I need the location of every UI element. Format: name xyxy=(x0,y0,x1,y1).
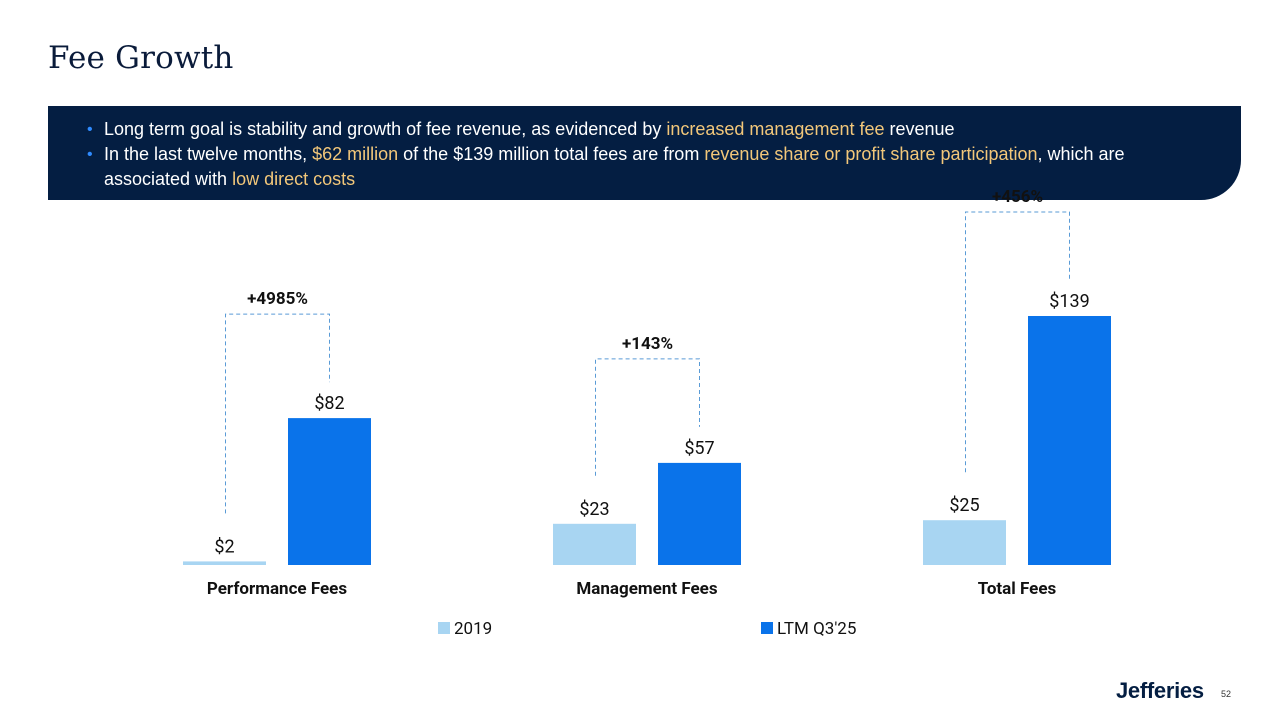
data-label: $2 xyxy=(214,536,234,557)
data-label: $23 xyxy=(579,499,609,520)
jefferies-logo: Jefferies xyxy=(1116,678,1204,703)
bar-2019-1 xyxy=(183,561,266,565)
category-label: Total Fees xyxy=(978,579,1057,599)
data-label: $139 xyxy=(1049,291,1089,312)
data-label: $57 xyxy=(684,438,714,459)
bar-ltm-1 xyxy=(288,418,371,565)
bullet-1-highlight: increased management fee xyxy=(666,119,885,139)
bar-ltm-2 xyxy=(658,462,741,565)
bar-ltm-3 xyxy=(1028,316,1111,565)
legend-swatch-2019 xyxy=(438,622,450,634)
growth-label: +456% xyxy=(992,187,1043,207)
bullet-1-text: Long term goal is stability and growth o… xyxy=(104,119,667,139)
summary-banner: Long term goal is stability and growth o… xyxy=(48,106,1241,200)
page-title: Fee Growth xyxy=(48,40,234,76)
category-label: Management Fees xyxy=(576,579,717,599)
legend-label: LTM Q3'25 xyxy=(777,619,856,639)
data-label: $25 xyxy=(949,495,979,516)
bullet-2-highlight-3: low direct costs xyxy=(232,169,356,189)
growth-label: +4985% xyxy=(247,289,308,309)
legend-swatch-ltm xyxy=(761,622,773,634)
bullet-2-highlight-2: revenue share or profit share participat… xyxy=(704,144,1038,164)
bullet-2-middle: of the $139 million total fees are from xyxy=(398,144,705,164)
growth-bracket xyxy=(595,358,700,476)
bar-2019-3 xyxy=(923,520,1006,565)
bar-2019-2 xyxy=(553,523,636,565)
data-label: $82 xyxy=(314,393,344,414)
page-number: 52 xyxy=(1221,689,1232,699)
bullet-2-middle-2: , which are associated with xyxy=(104,144,1125,189)
bullet-1: Long term goal is stability and growth o… xyxy=(87,117,1181,142)
bullet-1-tail: revenue xyxy=(884,119,955,139)
legend-label: 2019 xyxy=(454,619,492,639)
category-label: Performance Fees xyxy=(207,579,347,599)
bullet-2-text: In the last twelve months, xyxy=(104,144,313,164)
bullet-2: In the last twelve months, $62 million o… xyxy=(87,142,1181,192)
growth-bracket xyxy=(225,313,330,514)
growth-label: +143% xyxy=(622,334,673,354)
bullet-2-highlight-1: $62 million xyxy=(312,144,399,164)
